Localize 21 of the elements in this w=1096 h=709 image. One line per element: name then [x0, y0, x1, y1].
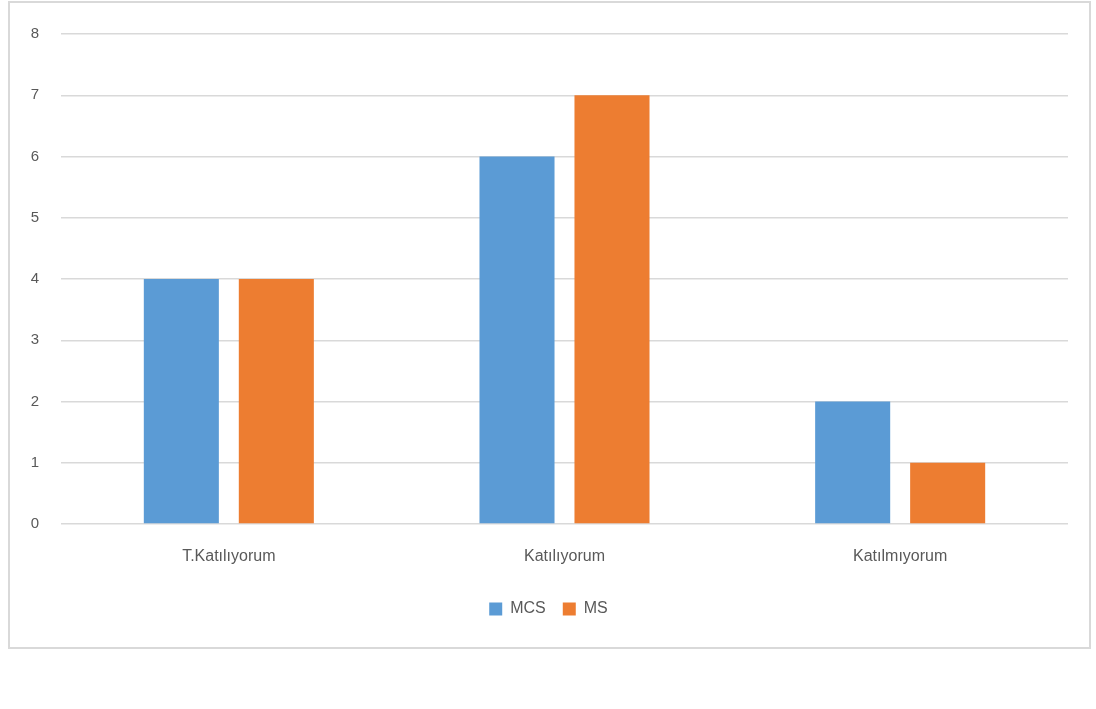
chart-frame: MCS MS T.Katılıyorum Katılıyorum Katılmıyorum 0 1 2 3 4 5 6 7 8 — [8, 1, 1091, 649]
y-tick-label: 3 — [30, 330, 39, 348]
bar — [815, 401, 891, 524]
y-tick-label: 6 — [30, 146, 39, 164]
y-tick-label: 5 — [30, 207, 39, 225]
x-tick-label: Katılıyorum — [524, 547, 605, 565]
x-tick-label: Katılmıyorum — [853, 547, 948, 565]
y-tick-label: 8 — [30, 24, 39, 42]
bar — [238, 279, 314, 524]
bar — [910, 462, 986, 524]
y-tick-label: 1 — [30, 452, 39, 470]
y-tick-label: 2 — [30, 391, 39, 409]
legend-label: MS — [583, 599, 608, 617]
y-tick-label: 0 — [30, 514, 39, 532]
x-tick-label: T.Katılıyorum — [182, 547, 276, 565]
bar — [143, 279, 219, 524]
legend-label: MCS — [510, 599, 546, 617]
y-tick-label: 4 — [30, 269, 39, 287]
bar — [574, 95, 650, 524]
bar — [479, 156, 555, 524]
y-tick-label: 7 — [30, 85, 39, 103]
